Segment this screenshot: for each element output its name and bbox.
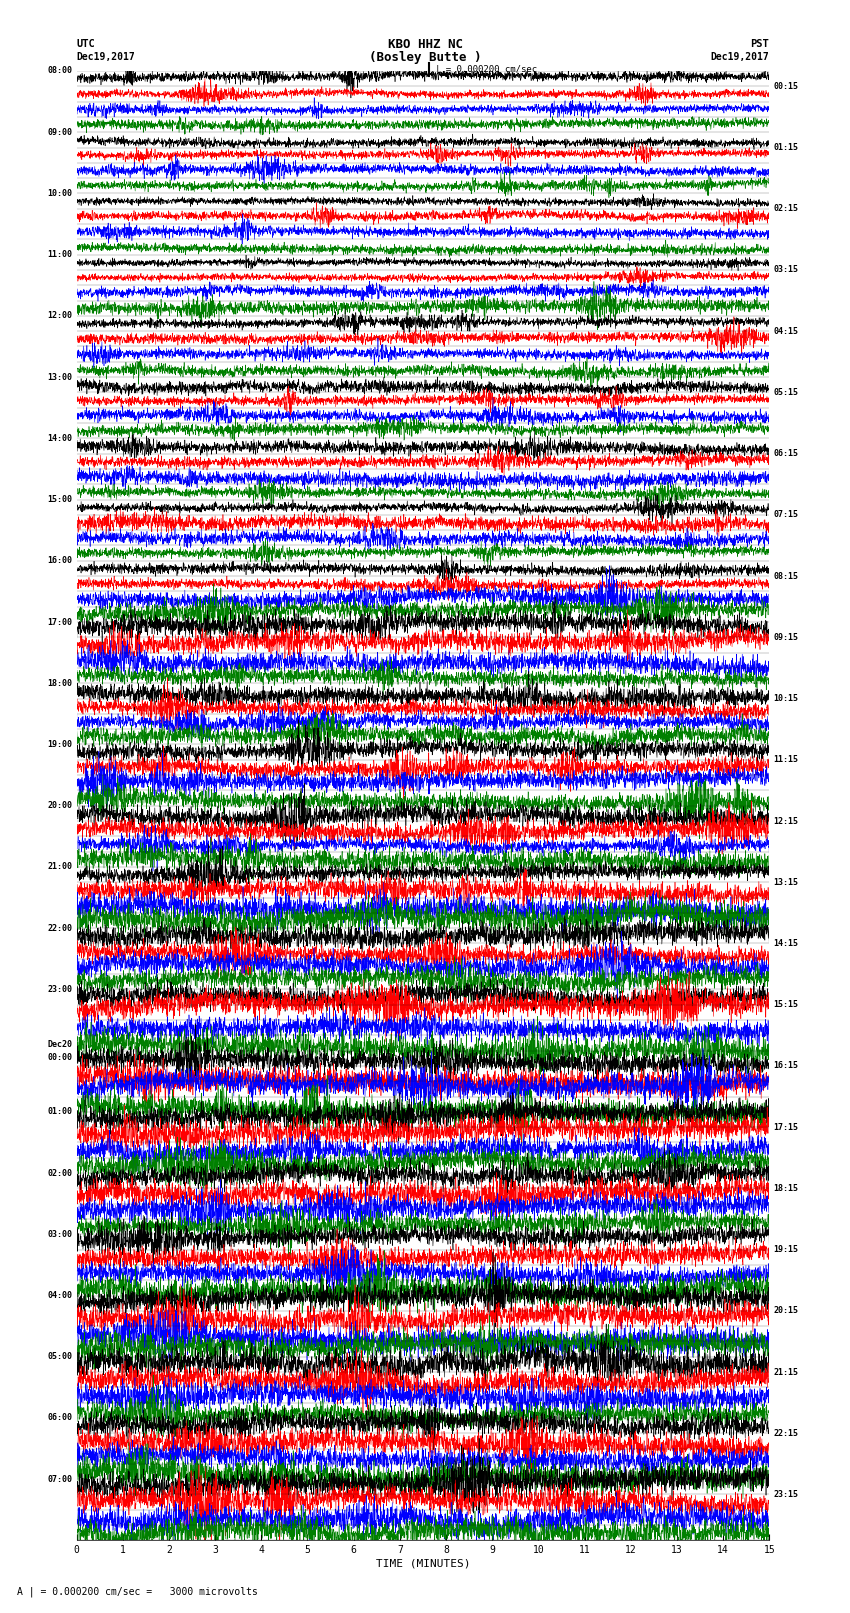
Text: 12:15: 12:15 (774, 816, 798, 826)
Text: PST: PST (751, 39, 769, 50)
Text: 01:00: 01:00 (48, 1108, 72, 1116)
Text: 15:00: 15:00 (48, 495, 72, 503)
Text: 16:00: 16:00 (48, 556, 72, 565)
Text: 13:15: 13:15 (774, 877, 798, 887)
Text: 04:15: 04:15 (774, 327, 798, 336)
Text: 07:15: 07:15 (774, 510, 798, 519)
Text: 14:15: 14:15 (774, 939, 798, 948)
Text: 17:00: 17:00 (48, 618, 72, 626)
Text: 18:00: 18:00 (48, 679, 72, 687)
Text: 22:00: 22:00 (48, 924, 72, 932)
Text: 13:00: 13:00 (48, 373, 72, 382)
Text: 20:15: 20:15 (774, 1307, 798, 1315)
Text: 18:15: 18:15 (774, 1184, 798, 1194)
Text: 23:00: 23:00 (48, 986, 72, 994)
Text: 04:00: 04:00 (48, 1290, 72, 1300)
X-axis label: TIME (MINUTES): TIME (MINUTES) (376, 1558, 470, 1568)
Text: 10:15: 10:15 (774, 694, 798, 703)
Text: 03:00: 03:00 (48, 1229, 72, 1239)
Text: 07:00: 07:00 (48, 1474, 72, 1484)
Text: 17:15: 17:15 (774, 1123, 798, 1132)
Text: 08:15: 08:15 (774, 571, 798, 581)
Text: 02:15: 02:15 (774, 205, 798, 213)
Text: 05:00: 05:00 (48, 1352, 72, 1361)
Text: 05:15: 05:15 (774, 387, 798, 397)
Text: 11:00: 11:00 (48, 250, 72, 260)
Text: Dec20: Dec20 (48, 1040, 72, 1048)
Text: UTC: UTC (76, 39, 95, 50)
Text: 19:15: 19:15 (774, 1245, 798, 1253)
Text: 02:00: 02:00 (48, 1168, 72, 1177)
Text: (Bosley Butte ): (Bosley Butte ) (369, 50, 481, 65)
Text: 06:00: 06:00 (48, 1413, 72, 1423)
Text: 21:15: 21:15 (774, 1368, 798, 1376)
Text: 11:15: 11:15 (774, 755, 798, 765)
Text: A | = 0.000200 cm/sec =   3000 microvolts: A | = 0.000200 cm/sec = 3000 microvolts (17, 1587, 258, 1597)
Text: 22:15: 22:15 (774, 1429, 798, 1437)
Text: Dec19,2017: Dec19,2017 (76, 52, 135, 63)
Text: 09:15: 09:15 (774, 632, 798, 642)
Text: | = 0.000200 cm/sec: | = 0.000200 cm/sec (435, 65, 537, 74)
Text: 23:15: 23:15 (774, 1490, 798, 1498)
Text: 09:00: 09:00 (48, 127, 72, 137)
Text: 01:15: 01:15 (774, 144, 798, 152)
Text: 00:00: 00:00 (48, 1053, 72, 1061)
Text: 20:00: 20:00 (48, 802, 72, 810)
Text: 19:00: 19:00 (48, 740, 72, 748)
Text: Dec19,2017: Dec19,2017 (711, 52, 769, 63)
Text: 10:00: 10:00 (48, 189, 72, 198)
Text: 21:00: 21:00 (48, 863, 72, 871)
Text: 00:15: 00:15 (774, 82, 798, 90)
Text: 08:00: 08:00 (48, 66, 72, 76)
Text: 15:15: 15:15 (774, 1000, 798, 1010)
Text: 06:15: 06:15 (774, 448, 798, 458)
Text: 14:00: 14:00 (48, 434, 72, 444)
Text: 16:15: 16:15 (774, 1061, 798, 1071)
Text: 12:00: 12:00 (48, 311, 72, 321)
Text: 03:15: 03:15 (774, 266, 798, 274)
Text: KBO HHZ NC: KBO HHZ NC (388, 37, 462, 52)
